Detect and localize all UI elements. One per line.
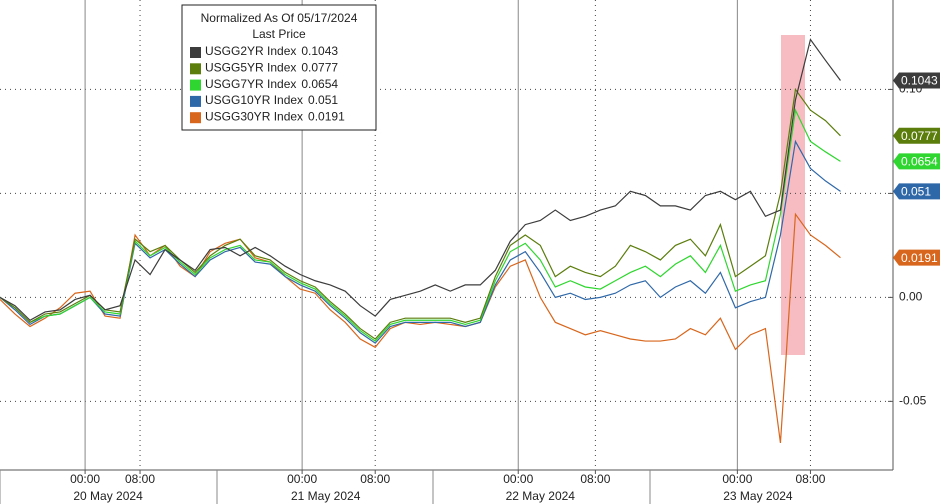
date-label: 22 May 2024	[506, 489, 576, 503]
value-tag	[893, 153, 940, 170]
legend-label: USGG5YR Index	[205, 60, 296, 74]
value-tag-label: 0.1043	[901, 74, 938, 88]
x-tick-label: 00:00	[287, 472, 317, 486]
x-tick-label: 08:00	[125, 472, 155, 486]
legend-value: 0.0777	[301, 60, 338, 74]
y-tick-label: 0.00	[899, 290, 923, 304]
x-tick-label: 00:00	[70, 472, 100, 486]
date-label: 21 May 2024	[291, 489, 361, 503]
value-tag	[893, 249, 940, 266]
series-line	[0, 87, 841, 340]
x-tick-label: 08:00	[360, 472, 390, 486]
series-line	[0, 212, 841, 444]
legend-label: USGG7YR Index	[205, 77, 296, 91]
legend-subtitle: Last Price	[252, 27, 306, 41]
value-tag-label: 0.051	[901, 184, 931, 198]
series-line	[0, 139, 841, 344]
value-tag	[893, 183, 940, 200]
legend-value: 0.051	[308, 93, 338, 107]
value-tag-label: 0.0777	[901, 129, 938, 143]
legend-value: 0.0654	[301, 77, 338, 91]
value-tag-label: 0.0191	[901, 251, 938, 265]
highlight-band	[781, 35, 805, 355]
legend-value: 0.1043	[301, 44, 338, 58]
legend-swatch	[190, 79, 201, 91]
legend-value: 0.0191	[308, 109, 345, 123]
value-tag	[893, 127, 940, 144]
x-tick-label: 00:00	[722, 472, 752, 486]
x-tick-label: 08:00	[580, 472, 610, 486]
legend-swatch	[190, 95, 201, 107]
date-label: 23 May 2024	[723, 489, 793, 503]
legend-label: USGG10YR Index	[205, 93, 303, 107]
value-tag	[893, 72, 940, 89]
date-label: 20 May 2024	[73, 489, 143, 503]
value-tag-label: 0.0654	[901, 155, 938, 169]
series-line	[0, 38, 841, 322]
x-tick-label: 08:00	[795, 472, 825, 486]
legend-swatch	[190, 47, 201, 58]
x-tick-label: 00:00	[503, 472, 533, 486]
legend-label: USGG2YR Index	[205, 44, 296, 58]
legend: Normalized As Of 05/17/2024 Last Price U…	[181, 4, 377, 131]
series-line	[0, 108, 841, 342]
legend-box	[181, 4, 377, 131]
legend-title: Normalized As Of 05/17/2024	[201, 11, 358, 25]
legend-swatch	[190, 112, 201, 124]
y-tick-label: -0.05	[899, 394, 927, 408]
legend-swatch	[190, 63, 201, 75]
legend-label: USGG30YR Index	[205, 109, 303, 123]
